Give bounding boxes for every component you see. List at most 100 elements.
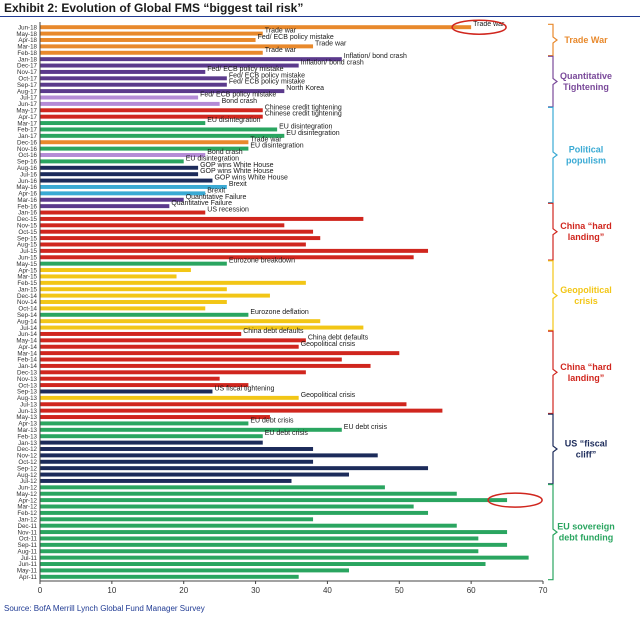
y-tick-label: Mar-13 <box>17 427 37 434</box>
y-tick-label: Feb-12 <box>17 510 37 517</box>
bar-annotation: Chinese credit tightening <box>265 104 342 111</box>
bar <box>40 133 285 138</box>
y-tick-label: Sep-13 <box>17 389 38 396</box>
y-tick-label: Nov-14 <box>17 299 38 306</box>
y-tick-labels: Jun-18May-18Apr-18Mar-18Feb-18Jan-18Dec-… <box>16 24 37 581</box>
bar <box>40 57 342 62</box>
highlight-markers <box>451 19 543 508</box>
bar <box>40 140 249 145</box>
bar <box>40 101 220 106</box>
bar <box>40 472 349 477</box>
group-bracket <box>548 202 558 261</box>
y-tick-label: May-11 <box>17 568 38 575</box>
bar-annotation: EU debt crisis <box>344 424 388 431</box>
bar <box>40 191 206 196</box>
y-tick-label: Sep-14 <box>17 312 38 319</box>
bar-annotation: Trade war <box>473 21 505 28</box>
bar-annotation: US fiscal tightening <box>214 385 274 392</box>
x-tick-label: 0 <box>38 586 43 595</box>
y-tick-label: May-16 <box>16 184 37 191</box>
group-bracket <box>548 106 558 204</box>
bar-annotation: EU disintegration <box>207 117 260 124</box>
y-tick-label: Nov-17 <box>17 69 38 76</box>
y-tick-label: Jul-13 <box>20 401 37 408</box>
bar-annotation: Trade war <box>315 40 347 47</box>
source-note: Source: BofA Merrill Lynch Global Fund M… <box>4 604 205 613</box>
bar <box>40 210 206 215</box>
x-tick-label: 20 <box>179 586 188 595</box>
y-tick-label: Nov-12 <box>17 453 38 460</box>
y-tick-label: Feb-14 <box>17 357 37 364</box>
y-tick-label: Oct-12 <box>18 459 37 466</box>
y-tick-label: Apr-13 <box>18 421 37 428</box>
bar-annotation: EU disintegration <box>186 155 239 162</box>
y-tick-label: Aug-17 <box>17 88 38 95</box>
bar <box>40 197 184 202</box>
y-tick-label: Sep-16 <box>17 159 38 166</box>
bar <box>40 395 299 400</box>
bar-annotation: Trade war <box>250 136 282 143</box>
y-tick-label: May-15 <box>16 261 37 268</box>
bar <box>40 491 457 496</box>
bar <box>40 408 443 413</box>
y-tick-label: Oct-17 <box>18 76 37 83</box>
bar <box>40 421 249 426</box>
bar <box>40 504 414 509</box>
group-bracket <box>548 483 558 581</box>
bar <box>40 95 199 100</box>
y-tick-label: Jul-17 <box>20 95 37 102</box>
bar <box>40 357 342 362</box>
group-label: Quantitative Tightening <box>560 71 612 92</box>
bar <box>40 344 299 349</box>
y-tick-label: Sep-11 <box>18 542 38 549</box>
y-tick-label: May-14 <box>16 338 37 345</box>
bar <box>40 363 371 368</box>
bar <box>40 427 342 432</box>
x-tick-label: 10 <box>107 586 116 595</box>
y-tick-label: Dec-12 <box>17 446 38 453</box>
y-tick-label: Aug-11 <box>18 548 38 555</box>
bar-annotation: Trade war <box>265 28 297 35</box>
bar <box>40 108 263 113</box>
bar <box>40 255 414 260</box>
y-tick-label: Feb-13 <box>17 433 37 440</box>
y-tick-label: May-18 <box>16 31 37 38</box>
y-tick-label: Mar-17 <box>17 120 37 127</box>
y-tick-label: May-17 <box>16 107 37 114</box>
group-bracket <box>548 55 558 108</box>
bar-annotation: Brexit <box>229 181 247 188</box>
bar <box>40 485 385 490</box>
y-tick-label: Feb-16 <box>17 203 37 210</box>
group-bracket <box>548 23 558 57</box>
bar <box>40 274 177 279</box>
bar <box>40 517 314 522</box>
bar <box>40 510 429 515</box>
y-tick-label: Jan-14 <box>18 363 37 370</box>
bar <box>40 389 213 394</box>
y-tick-label: Oct-16 <box>18 152 37 159</box>
group-label: US “fiscal cliff” <box>565 439 608 460</box>
y-tick-label: Feb-17 <box>17 127 37 134</box>
bar-annotation: EU disintegration <box>279 123 332 130</box>
bar-annotation: GOP wins White House <box>200 162 274 169</box>
bar-annotation: Chinese credit tightening <box>265 111 342 118</box>
y-tick-label: Apr-15 <box>18 267 37 274</box>
y-tick-label: Aug-15 <box>17 242 38 249</box>
group-label: EU sovereign debt funding <box>557 522 615 543</box>
bar <box>40 568 349 573</box>
bar <box>40 542 508 547</box>
y-tick-label: Feb-15 <box>17 280 37 287</box>
group-bracket <box>548 260 558 331</box>
bar <box>40 165 199 170</box>
highlight-ellipse <box>451 19 507 35</box>
y-tick-label: Nov-13 <box>17 376 38 383</box>
bar <box>40 229 314 234</box>
bar <box>40 402 407 407</box>
bar <box>40 89 285 94</box>
bar <box>40 555 529 560</box>
y-tick-label: Jan-12 <box>18 516 37 523</box>
group-label: Political populism <box>566 145 606 166</box>
bar-annotation: Fed/ ECB policy mistake <box>258 34 334 41</box>
